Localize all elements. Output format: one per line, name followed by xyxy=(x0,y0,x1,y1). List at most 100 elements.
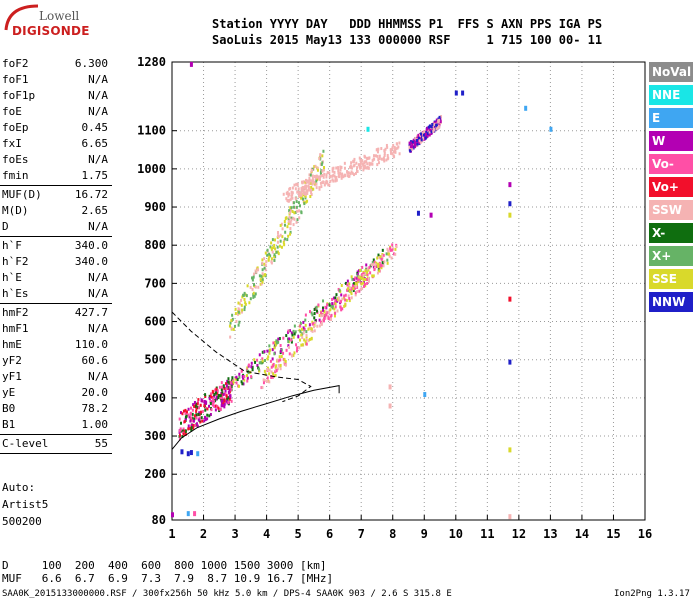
echo-point xyxy=(328,303,331,307)
echo-point xyxy=(341,297,344,301)
echo-point xyxy=(394,148,397,152)
echo-point xyxy=(319,162,322,166)
echo-point xyxy=(264,263,267,267)
echo-point xyxy=(308,323,311,327)
echo-point xyxy=(190,406,193,410)
param-row: C-level 55 xyxy=(0,436,112,452)
echo-point xyxy=(206,417,209,421)
echo-point xyxy=(299,330,302,334)
x-tick-label: 10 xyxy=(449,527,463,541)
param-value: 427.7 xyxy=(74,306,108,319)
param-value: 6.300 xyxy=(74,57,108,70)
echo-point xyxy=(338,299,341,303)
echo-point xyxy=(421,136,424,140)
echo-point xyxy=(220,396,223,400)
echo-point xyxy=(210,392,213,396)
echo-point xyxy=(305,335,308,339)
echo-point xyxy=(366,162,369,166)
echo-point xyxy=(341,172,344,176)
echo-point xyxy=(289,222,292,226)
echo-point xyxy=(322,313,325,317)
echo-point xyxy=(288,215,291,219)
echo-point xyxy=(247,363,250,367)
echo-point xyxy=(411,140,414,144)
echo-point xyxy=(350,166,353,170)
echo-point xyxy=(187,427,190,431)
legend-item-x: X- xyxy=(649,223,693,243)
echo-point xyxy=(278,244,281,248)
echo-point xyxy=(364,166,367,170)
param-name: yE xyxy=(2,386,16,399)
echo-point xyxy=(277,252,280,256)
echo-point xyxy=(324,305,327,309)
legend-item-sse: SSE xyxy=(649,269,693,289)
echo-point xyxy=(287,219,290,223)
legend-item-noval: NoVal xyxy=(649,62,693,82)
echo-point xyxy=(379,255,382,259)
echo-point xyxy=(347,294,350,298)
echo-point xyxy=(356,166,359,170)
echo-point xyxy=(305,179,308,183)
echo-marker xyxy=(186,511,190,517)
echo-point xyxy=(301,187,304,191)
echo-point xyxy=(374,154,377,158)
echo-point xyxy=(260,274,263,278)
param-value: N/A xyxy=(88,105,108,118)
echo-point xyxy=(298,346,301,350)
echo-point xyxy=(227,377,230,381)
echo-point xyxy=(310,193,313,197)
echo-point xyxy=(197,412,200,416)
echo-point xyxy=(181,435,184,439)
echo-point xyxy=(187,424,190,428)
echo-point xyxy=(259,282,262,286)
echo-point xyxy=(322,168,325,172)
echo-point xyxy=(233,324,236,328)
echo-point xyxy=(197,400,200,404)
legend-item-vo: Vo+ xyxy=(649,177,693,197)
param-row: foF2 6.300 xyxy=(0,56,112,72)
echo-point xyxy=(364,269,367,273)
echo-point xyxy=(311,313,314,317)
echo-point xyxy=(377,253,380,257)
echo-point xyxy=(343,166,346,170)
echo-point xyxy=(261,359,264,363)
x-tick-label: 14 xyxy=(575,527,589,541)
echo-point xyxy=(311,182,314,186)
echo-point xyxy=(280,348,283,352)
echo-point xyxy=(314,319,317,323)
echo-point xyxy=(266,248,269,252)
echo-point xyxy=(225,384,228,388)
echo-point xyxy=(224,392,227,396)
echo-point xyxy=(319,181,322,185)
echo-point xyxy=(359,275,362,279)
echo-point xyxy=(303,186,306,190)
param-value: 340.0 xyxy=(74,239,108,252)
y-tick-label: 300 xyxy=(144,429,166,443)
echo-marker xyxy=(508,212,512,218)
echo-point xyxy=(308,173,311,177)
echo-point xyxy=(302,189,305,193)
echo-point xyxy=(229,388,232,392)
echo-point xyxy=(268,368,271,372)
echo-point xyxy=(263,266,266,270)
echo-point xyxy=(258,361,261,365)
echo-point xyxy=(242,382,245,386)
echo-point xyxy=(218,407,221,411)
echo-point xyxy=(289,206,292,210)
echo-point xyxy=(310,311,313,315)
echo-point xyxy=(206,407,209,411)
echo-point xyxy=(304,191,307,195)
x-tick-label: 11 xyxy=(480,527,494,541)
echo-point xyxy=(274,247,277,251)
echo-point xyxy=(290,206,293,210)
echo-point xyxy=(356,289,359,293)
echo-point xyxy=(308,326,311,330)
echo-point xyxy=(313,316,316,320)
echo-point xyxy=(274,340,277,344)
echo-marker xyxy=(508,359,512,365)
echo-point xyxy=(203,402,206,406)
param-row: fmin 1.75 xyxy=(0,168,112,184)
profile-line-solid xyxy=(171,385,340,450)
echo-marker xyxy=(193,511,197,517)
echo-point xyxy=(339,168,342,172)
